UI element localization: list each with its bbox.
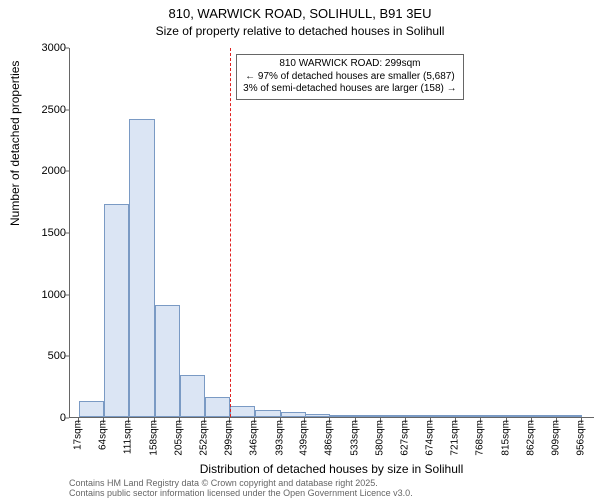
histogram-bar xyxy=(557,415,582,417)
y-tick-mark xyxy=(64,48,69,49)
annotation-line-1: 810 WARWICK ROAD: 299sqm xyxy=(243,58,456,71)
histogram-bar xyxy=(532,415,557,417)
histogram-bar xyxy=(79,401,104,417)
histogram-bar xyxy=(104,204,129,417)
x-tick-label: 252sqm xyxy=(199,420,210,456)
histogram-bar xyxy=(281,412,306,417)
annotation-line-2: ← 97% of detached houses are smaller (5,… xyxy=(243,71,456,84)
x-tick-label: 533sqm xyxy=(349,420,360,456)
histogram-bar xyxy=(205,397,230,417)
y-tick-label: 3000 xyxy=(6,42,66,54)
y-tick-label: 1500 xyxy=(6,227,66,239)
histogram-bar xyxy=(230,406,255,417)
histogram-bars xyxy=(70,48,594,417)
histogram-bar xyxy=(155,305,180,417)
histogram-bar xyxy=(330,415,355,417)
reference-line xyxy=(230,48,231,417)
y-tick-mark xyxy=(64,171,69,172)
y-tick-mark xyxy=(64,418,69,419)
y-tick-mark xyxy=(64,233,69,234)
chart-subtitle: Size of property relative to detached ho… xyxy=(0,24,600,38)
histogram-bar xyxy=(381,415,406,417)
y-tick-label: 2500 xyxy=(6,104,66,116)
x-tick-label: 627sqm xyxy=(399,420,410,456)
histogram-bar xyxy=(431,415,456,417)
footer-line-2: Contains public sector information licen… xyxy=(69,488,413,498)
y-tick-mark xyxy=(64,109,69,110)
y-tick-label: 1000 xyxy=(6,289,66,301)
y-tick-label: 2000 xyxy=(6,165,66,177)
plot-area: 810 WARWICK ROAD: 299sqm ← 97% of detach… xyxy=(69,48,594,418)
y-axis-label: Number of detached properties xyxy=(8,61,22,226)
x-tick-label: 721sqm xyxy=(450,420,461,456)
x-tick-label: 205sqm xyxy=(173,420,184,456)
x-tick-label: 111sqm xyxy=(123,420,134,454)
histogram-bar xyxy=(129,119,154,417)
chart-container: 810, WARWICK ROAD, SOLIHULL, B91 3EU Siz… xyxy=(0,0,600,500)
y-tick-mark xyxy=(64,356,69,357)
x-tick-label: 17sqm xyxy=(73,420,84,450)
x-tick-label: 64sqm xyxy=(98,420,109,450)
histogram-bar xyxy=(456,415,481,417)
histogram-bar xyxy=(507,415,532,417)
x-tick-label: 439sqm xyxy=(299,420,310,456)
x-tick-label: 909sqm xyxy=(550,420,561,456)
footer-attribution: Contains HM Land Registry data © Crown c… xyxy=(69,478,413,499)
x-tick-label: 580sqm xyxy=(374,420,385,456)
x-tick-label: 486sqm xyxy=(324,420,335,456)
x-tick-label: 158sqm xyxy=(148,420,159,456)
x-tick-label: 299sqm xyxy=(224,420,235,456)
footer-line-1: Contains HM Land Registry data © Crown c… xyxy=(69,478,413,488)
x-tick-label: 346sqm xyxy=(249,420,260,456)
x-tick-label: 815sqm xyxy=(500,420,511,456)
x-tick-label: 862sqm xyxy=(525,420,536,456)
annotation-line-3: 3% of semi-detached houses are larger (1… xyxy=(243,83,456,96)
histogram-bar xyxy=(406,415,431,417)
y-tick-label: 0 xyxy=(6,412,66,424)
x-axis-label: Distribution of detached houses by size … xyxy=(69,462,594,476)
histogram-bar xyxy=(481,415,506,417)
y-tick-label: 500 xyxy=(6,350,66,362)
annotation-box: 810 WARWICK ROAD: 299sqm ← 97% of detach… xyxy=(236,54,463,100)
chart-title: 810, WARWICK ROAD, SOLIHULL, B91 3EU xyxy=(0,6,600,21)
histogram-bar xyxy=(255,410,280,417)
x-tick-label: 393sqm xyxy=(274,420,285,456)
x-tick-label: 956sqm xyxy=(576,420,587,456)
histogram-bar xyxy=(356,415,381,417)
y-tick-mark xyxy=(64,294,69,295)
histogram-bar xyxy=(180,375,205,417)
histogram-bar xyxy=(305,414,330,417)
x-tick-label: 768sqm xyxy=(475,420,486,456)
x-tick-label: 674sqm xyxy=(425,420,436,456)
